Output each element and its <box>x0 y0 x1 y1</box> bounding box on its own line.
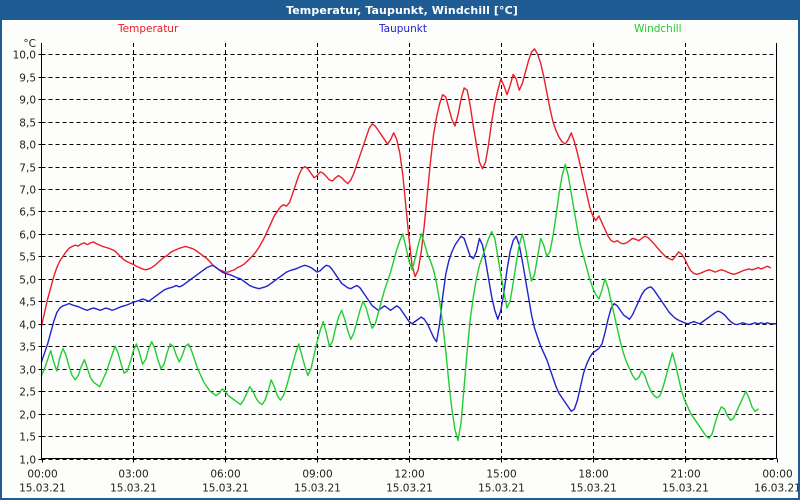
y-tick-label: 7,0 <box>19 184 36 196</box>
y-tick-label: 9,5 <box>19 72 36 84</box>
chart-svg: 10,0 9,5 9,0 8,5 8,0 7,5 7,0 6,5 6,0 5,5 5,0 4,5 4,0… <box>13 38 800 495</box>
x-tick-date-label: 16.03.21 <box>754 483 800 495</box>
y-tick-label: 4,5 <box>19 296 36 308</box>
vertical-gridlines <box>133 43 686 459</box>
x-tick-date-label: 15.03.21 <box>294 483 341 495</box>
y-tick-label: 10,0 <box>13 49 36 61</box>
legend-item-temperatur: Temperatur <box>118 23 179 35</box>
chart-legend: Temperatur Taupunkt Windchill <box>2 20 798 38</box>
x-tick-time-label: 06:00 <box>210 469 240 481</box>
y-axis-unit-label: °C <box>23 38 36 50</box>
y-tick-label: 9,0 <box>19 94 36 106</box>
plot-area: 10,0 9,5 9,0 8,5 8,0 7,5 7,0 6,5 6,0 5,5 5,0 4,5 4,0… <box>2 38 800 498</box>
x-tick-date-label: 15.03.21 <box>202 483 249 495</box>
window-title: Temperatur, Taupunkt, Windchill [°C] <box>2 2 798 20</box>
y-tick-label: 3,5 <box>19 341 36 353</box>
y-tick-label: 4,0 <box>19 319 36 331</box>
y-tick-label: 8,5 <box>19 117 36 129</box>
y-tick-label: 6,5 <box>19 206 36 218</box>
y-tick-label: 3,0 <box>19 364 36 376</box>
x-tick-date-label: 15.03.21 <box>19 483 66 495</box>
y-axis-labels: 10,0 9,5 9,0 8,5 8,0 7,5 7,0 6,5 6,0 5,5 5,0 4,5 4,0… <box>13 49 36 466</box>
y-tick-label: 7,5 <box>19 162 36 174</box>
y-tick-label: 5,5 <box>19 251 36 263</box>
x-tick-time-label: 00:00 <box>762 469 792 481</box>
y-tick-label: 2,0 <box>19 409 36 421</box>
series-line-taupunkt <box>40 235 778 413</box>
y-tick-label: 6,0 <box>19 229 36 241</box>
data-series-group <box>40 48 778 442</box>
y-tick-label: 5,0 <box>19 274 36 286</box>
y-tick-label: 2,5 <box>19 386 36 398</box>
x-axis-labels: 00:00 15.03.21 03:00 15.03.21 06:00 15.03.21 0… <box>19 469 800 495</box>
y-tick-label: 1,5 <box>19 431 36 443</box>
x-tick-date-label: 15.03.21 <box>570 483 617 495</box>
x-tick-time-label: 03:00 <box>118 469 148 481</box>
x-tick-date-label: 15.03.21 <box>110 483 157 495</box>
series-line-windchill <box>40 163 759 442</box>
series-line-temperatur <box>40 48 772 327</box>
x-tick-time-label: 18:00 <box>578 469 608 481</box>
y-tick-label: 1,0 <box>19 454 36 466</box>
x-tick-time-label: 21:00 <box>670 469 700 481</box>
legend-item-taupunkt: Taupunkt <box>379 23 427 35</box>
x-tick-date-label: 15.03.21 <box>386 483 433 495</box>
x-tick-time-label: 09:00 <box>302 469 332 481</box>
x-tick-date-label: 15.03.21 <box>662 483 709 495</box>
x-tick-time-label: 15:00 <box>486 469 516 481</box>
y-tick-label: 8,0 <box>19 139 36 151</box>
x-tick-time-label: 12:00 <box>394 469 424 481</box>
x-tick-date-label: 15.03.21 <box>478 483 525 495</box>
legend-item-windchill: Windchill <box>634 23 682 35</box>
x-tick-time-label: 00:00 <box>27 469 57 481</box>
